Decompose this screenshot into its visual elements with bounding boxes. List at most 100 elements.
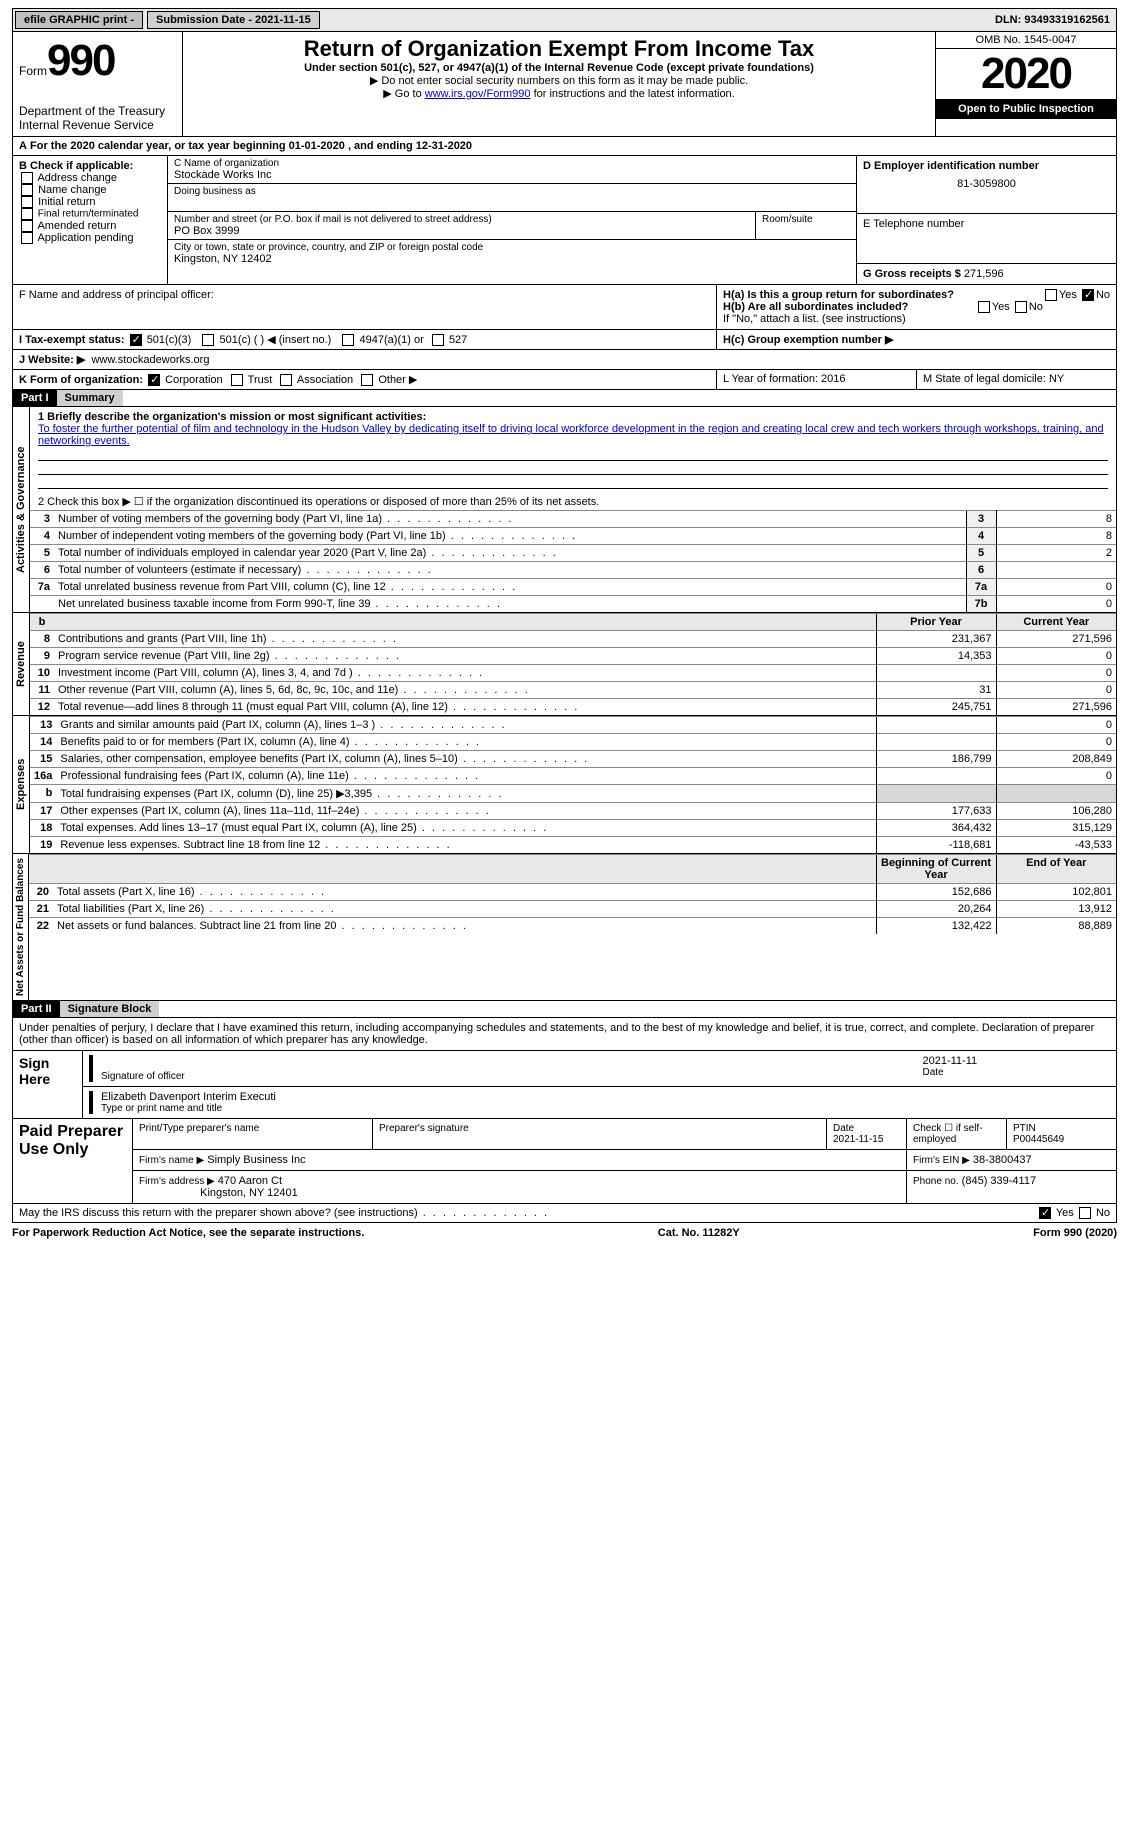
line1-label: 1 Briefly describe the organization's mi… — [38, 411, 426, 423]
ptin-label: PTIN — [1013, 1123, 1036, 1134]
sig-officer-label: Signature of officer — [101, 1071, 911, 1082]
vlabel-gov: Activities & Governance — [13, 407, 30, 612]
officer-type-label: Type or print name and title — [101, 1103, 1110, 1114]
f-h-block: F Name and address of principal officer:… — [12, 285, 1117, 330]
sig-date: 2021-11-11 — [923, 1055, 1111, 1067]
hb-label: H(b) Are all subordinates included? — [723, 301, 908, 313]
chk-trust[interactable] — [231, 374, 243, 386]
ptin: P00445649 — [1013, 1134, 1064, 1145]
form-header: Form990 Department of the Treasury Inter… — [12, 32, 1117, 137]
chk-final[interactable]: Final return/terminated — [19, 208, 161, 220]
note-pre: ▶ Go to — [383, 88, 424, 100]
city-label: City or town, state or province, country… — [174, 242, 850, 253]
prep-date: 2021-11-15 — [833, 1134, 883, 1145]
note-ssn: ▶ Do not enter social security numbers o… — [189, 74, 929, 87]
chk-4947[interactable] — [342, 334, 354, 346]
section-revenue: Revenue bPrior YearCurrent Year8Contribu… — [12, 613, 1117, 716]
form-subtitle: Under section 501(c), 527, or 4947(a)(1)… — [189, 62, 929, 74]
rev-table: bPrior YearCurrent Year8Contributions an… — [30, 613, 1116, 715]
pra-text: For Paperwork Reduction Act Notice, see … — [12, 1227, 364, 1239]
chk-name[interactable]: Name change — [19, 184, 161, 196]
l-label: L Year of formation: 2016 — [716, 370, 916, 389]
chk-501c3[interactable] — [130, 334, 142, 346]
city: Kingston, NY 12402 — [174, 253, 850, 265]
inspection-box: Open to Public Inspection — [936, 99, 1116, 119]
line-i: I Tax-exempt status: 501(c)(3) 501(c) ( … — [12, 330, 1117, 350]
sign-here-table: Sign Here Signature of officer 2021-11-1… — [12, 1051, 1117, 1119]
chk-amended[interactable]: Amended return — [19, 220, 161, 232]
firm-name-label: Firm's name ▶ — [139, 1155, 204, 1166]
ha-label: H(a) Is this a group return for subordin… — [723, 289, 954, 301]
top-bar: efile GRAPHIC print - Submission Date - … — [12, 8, 1117, 32]
firm-ein-label: Firm's EIN ▶ — [913, 1155, 970, 1166]
form-title: Return of Organization Exempt From Incom… — [189, 36, 929, 62]
part2-header: Part II Signature Block — [12, 1001, 1117, 1018]
chk-other[interactable] — [361, 374, 373, 386]
tax-year: 2020 — [936, 49, 1116, 99]
gross-receipts: 271,596 — [964, 268, 1004, 280]
f-label: F Name and address of principal officer: — [13, 285, 716, 329]
info-block: B Check if applicable: Address change Na… — [12, 156, 1117, 285]
irs-link[interactable]: www.irs.gov/Form990 — [425, 88, 531, 100]
dln: DLN: 93493319162561 — [995, 14, 1116, 26]
chk-yes[interactable] — [1039, 1207, 1051, 1219]
section-governance: Activities & Governance 1 Briefly descri… — [12, 407, 1117, 613]
form-number: 990 — [47, 36, 114, 85]
penalty-text: Under penalties of perjury, I declare th… — [12, 1018, 1117, 1051]
check-self-label: Check ☐ if self-employed — [907, 1119, 1007, 1150]
firm-name: Simply Business Inc — [207, 1154, 305, 1166]
chk-address[interactable]: Address change — [19, 172, 161, 184]
submission-button[interactable]: Submission Date - 2021-11-15 — [147, 11, 320, 29]
chk-assoc[interactable] — [280, 374, 292, 386]
prep-date-label: Date — [833, 1123, 854, 1134]
part1-title: Summary — [57, 390, 123, 406]
form-ref: Form 990 (2020) — [1033, 1227, 1117, 1239]
chk-corp[interactable] — [148, 374, 160, 386]
b-label: B Check if applicable: — [19, 160, 161, 172]
phone-label: Phone no. — [913, 1176, 959, 1187]
omb-number: OMB No. 1545-0047 — [936, 32, 1116, 49]
sign-here-label: Sign Here — [13, 1051, 83, 1119]
firm-addr: 470 Aaron Ct — [218, 1175, 282, 1187]
line2: 2 Check this box ▶ ☐ if the organization… — [30, 493, 1116, 510]
part2-label: Part II — [13, 1001, 60, 1017]
exp-table: 13Grants and similar amounts paid (Part … — [30, 716, 1116, 853]
i-label: I Tax-exempt status: — [19, 334, 125, 346]
chk-527[interactable] — [432, 334, 444, 346]
firm-addr-label: Firm's address ▶ — [139, 1176, 215, 1187]
chk-pending[interactable]: Application pending — [19, 232, 161, 244]
e-label: E Telephone number — [863, 218, 1110, 230]
chk-initial[interactable]: Initial return — [19, 196, 161, 208]
part1-label: Part I — [13, 390, 57, 406]
efile-button[interactable]: efile GRAPHIC print - — [15, 11, 143, 29]
net-table: Beginning of Current YearEnd of Year20To… — [29, 854, 1116, 934]
section-netassets: Net Assets or Fund Balances Beginning of… — [12, 854, 1117, 1001]
note-post: for instructions and the latest informat… — [531, 88, 735, 100]
line-j: J Website: ▶ www.stockadeworks.org — [12, 350, 1117, 370]
may-irs-text: May the IRS discuss this return with the… — [19, 1207, 418, 1219]
section-expenses: Expenses 13Grants and similar amounts pa… — [12, 716, 1117, 854]
website: www.stockadeworks.org — [91, 354, 209, 366]
part2-title: Signature Block — [60, 1001, 160, 1017]
line-k: K Form of organization: Corporation Trus… — [12, 370, 1117, 390]
vlabel-rev: Revenue — [13, 613, 30, 715]
g-label: G Gross receipts $ — [863, 268, 961, 280]
j-label: J Website: ▶ — [19, 354, 85, 366]
hc-label: H(c) Group exemption number ▶ — [723, 334, 893, 346]
note-link: ▶ Go to www.irs.gov/Form990 for instruct… — [189, 87, 929, 100]
officer-name: Elizabeth Davenport Interim Executi — [101, 1091, 1110, 1103]
vlabel-net: Net Assets or Fund Balances — [13, 854, 29, 1000]
gov-table: 3Number of voting members of the governi… — [30, 510, 1116, 612]
firm-city: Kingston, NY 12401 — [200, 1187, 298, 1199]
dba-label: Doing business as — [174, 186, 850, 197]
form-label: Form — [19, 64, 47, 78]
page-footer: For Paperwork Reduction Act Notice, see … — [12, 1223, 1117, 1243]
org-name: Stockade Works Inc — [174, 169, 850, 181]
chk-no[interactable] — [1079, 1207, 1091, 1219]
paid-preparer-table: Paid Preparer Use Only Print/Type prepar… — [12, 1119, 1117, 1204]
dept-label: Department of the Treasury Internal Reve… — [19, 104, 176, 132]
firm-ein: 38-3800437 — [973, 1154, 1032, 1166]
sig-date-label: Date — [923, 1067, 1111, 1078]
chk-501c[interactable] — [202, 334, 214, 346]
d-label: D Employer identification number — [863, 160, 1110, 172]
